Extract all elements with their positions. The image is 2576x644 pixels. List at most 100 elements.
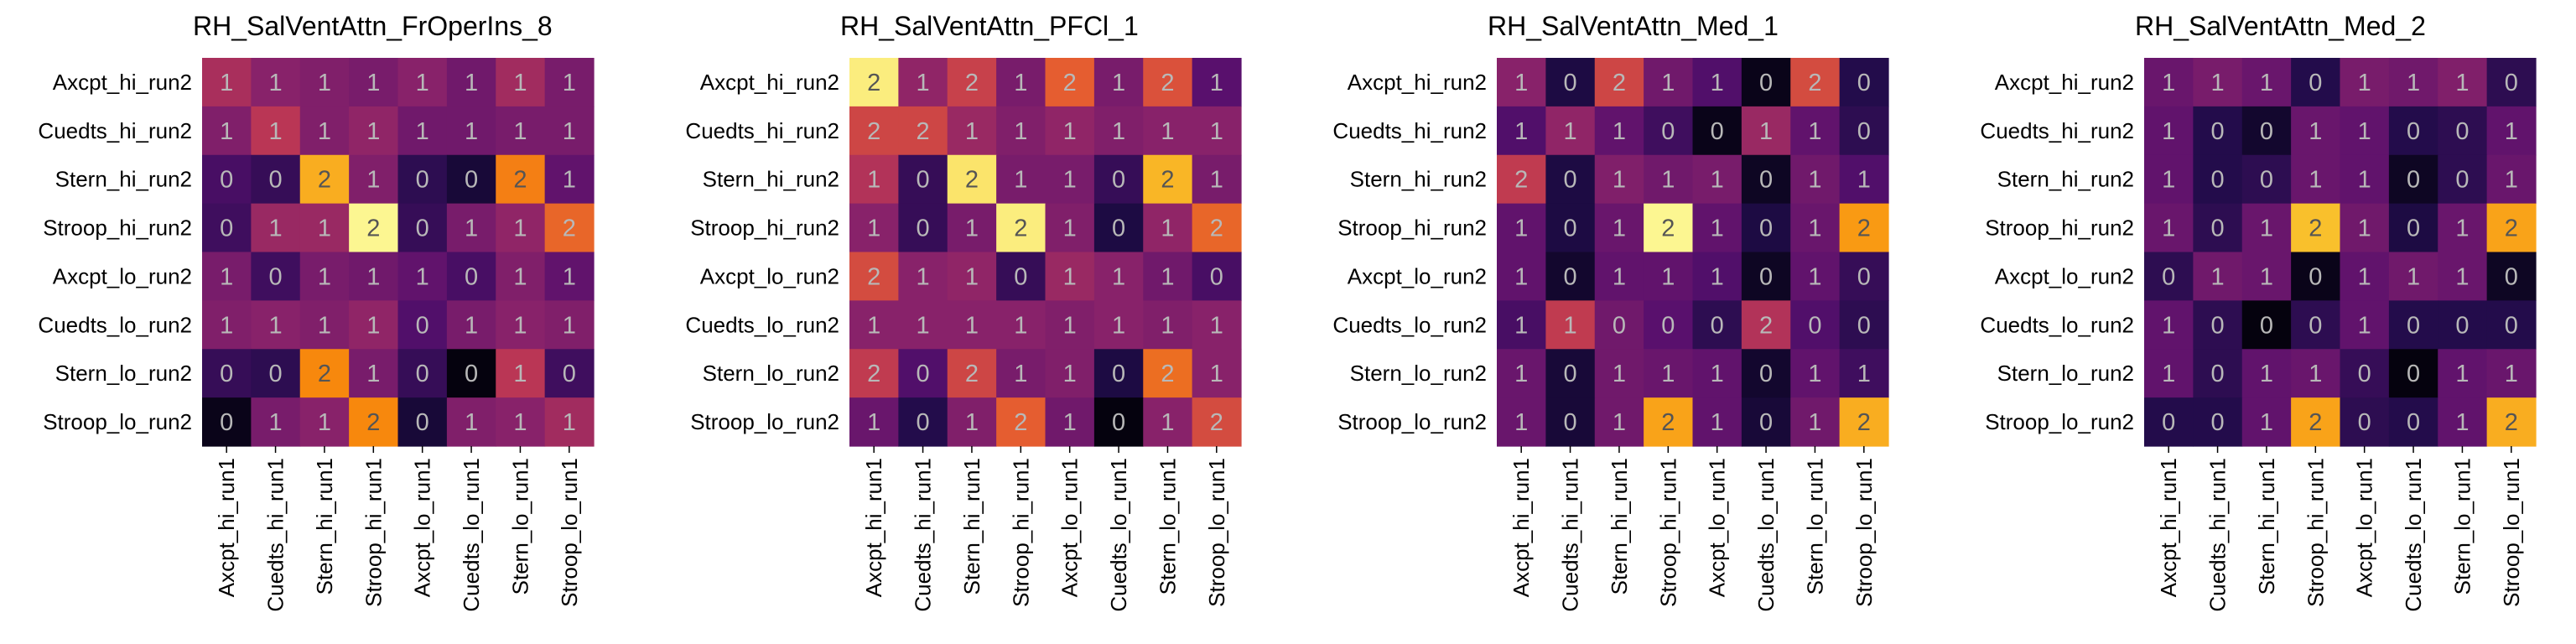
heatmap-cell [898, 106, 948, 156]
heatmap-cell [898, 300, 948, 350]
cell-value-label: 1 [1063, 312, 1077, 339]
heatmap-cell [1093, 300, 1144, 350]
y-tick-label: Axcpt_hi_run2 [53, 70, 192, 95]
heatmap-cell [544, 252, 595, 301]
cell-value-label: 1 [1661, 361, 1675, 387]
cell-value-label: 1 [2210, 70, 2224, 96]
heatmap-cell [202, 397, 252, 447]
cell-value-label: 1 [2455, 70, 2469, 96]
cell-value-label: 0 [1661, 118, 1675, 145]
cell-value-label: 1 [318, 409, 331, 436]
cell-value-label: 1 [465, 409, 478, 436]
x-tick-label: Axcpt_lo_run1 [410, 458, 435, 597]
heatmap-cell [1192, 106, 1242, 156]
cell-value-label: 2 [867, 118, 880, 145]
x-tick-label: Axcpt_hi_run1 [2156, 458, 2181, 597]
cell-value-label: 1 [1161, 409, 1174, 436]
cell-value-label: 1 [268, 409, 282, 436]
heatmap-cell [397, 252, 448, 301]
cell-value-label: 1 [563, 263, 576, 290]
cell-value-label: 2 [1210, 216, 1223, 242]
cell-value-label: 0 [268, 167, 282, 194]
x-tick-label: Stroop_hi_run1 [361, 458, 386, 607]
heatmap-cell [947, 252, 997, 301]
cell-value-label: 0 [2210, 216, 2224, 242]
y-tick-label: Stroop_hi_run2 [1337, 216, 1487, 241]
cell-value-label: 1 [465, 118, 478, 145]
cell-value-label: 2 [867, 263, 880, 290]
heatmap-cell [349, 106, 399, 156]
cell-value-label: 0 [1759, 216, 1773, 242]
cell-value-label: 1 [2358, 263, 2371, 290]
heatmap-cell [2486, 397, 2537, 447]
cell-value-label: 1 [2260, 361, 2273, 387]
y-tick-label: Stern_hi_run2 [55, 167, 192, 192]
heatmap-cell [1644, 106, 1694, 156]
heatmap-cell [299, 106, 350, 156]
heatmap-cell [2486, 300, 2537, 350]
heatmap-cell [1594, 154, 1644, 205]
heatmap-cell [299, 397, 350, 447]
heatmap-cell [1045, 349, 1095, 398]
x-tick-label: Cuedts_lo_run1 [1753, 458, 1779, 612]
heatmap-cell [2193, 58, 2243, 107]
heatmap-cell [1497, 349, 1546, 398]
heatmap-cell [1692, 349, 1742, 398]
cell-value-label: 1 [1808, 263, 1821, 290]
cell-value-label: 0 [1661, 312, 1675, 339]
cell-value-label: 2 [1210, 409, 1223, 436]
x-tick-label: Axcpt_lo_run1 [1705, 458, 1730, 597]
heatmap-cell [2340, 300, 2390, 350]
cell-value-label: 1 [1063, 118, 1077, 145]
cell-value-label: 1 [916, 70, 929, 96]
heatmap-cell [251, 300, 301, 350]
heatmap-cell [1644, 252, 1694, 301]
cell-value-label: 1 [1661, 263, 1675, 290]
x-tick-label: Stern_hi_run1 [2254, 458, 2279, 595]
cell-value-label: 1 [965, 409, 979, 436]
cell-value-label: 2 [1161, 361, 1174, 387]
heatmap-cell [2193, 300, 2243, 350]
cell-value-label: 1 [220, 263, 233, 290]
heatmap-cell [1741, 106, 1791, 156]
cell-value-label: 0 [2358, 409, 2371, 436]
cell-value-label: 0 [2162, 409, 2175, 436]
cell-value-label: 1 [2309, 361, 2322, 387]
x-tick-label: Stern_hi_run1 [959, 458, 984, 595]
cell-value-label: 1 [1808, 216, 1821, 242]
cell-value-label: 1 [513, 312, 527, 339]
heatmap-cell [299, 58, 350, 107]
y-tick-label: Cuedts_lo_run2 [1332, 312, 1487, 337]
heatmap-panel-1: RH_SalVentAttn_FrOperIns_8 1 1 1 1 1 1 1 1 1 1 1 1 1 1… [38, 11, 595, 612]
cell-value-label: 1 [1711, 70, 1724, 96]
cell-value-label: 2 [366, 216, 380, 242]
heatmap-cell [2486, 203, 2537, 253]
panel-title: RH_SalVentAttn_FrOperIns_8 [193, 11, 553, 41]
y-tick-label: Stern_hi_run2 [1350, 167, 1487, 192]
heatmap-cell [251, 397, 301, 447]
heatmap-cell [1594, 252, 1644, 301]
cell-value-label: 0 [1759, 361, 1773, 387]
cell-value-label: 2 [513, 167, 527, 194]
heatmap-cell [1644, 397, 1694, 447]
heatmap-cell [996, 397, 1046, 447]
heatmap-cell [2438, 349, 2488, 398]
x-tick-label: Stroop_hi_run1 [2303, 458, 2328, 607]
y-tick-label: Stroop_lo_run2 [43, 409, 192, 434]
heatmap-cell [299, 203, 350, 253]
cell-value-label: 1 [513, 70, 527, 96]
heatmap-cell [2144, 397, 2194, 447]
cell-value-label: 0 [1857, 263, 1871, 290]
heatmap-cell [397, 203, 448, 253]
cell-value-label: 1 [916, 263, 929, 290]
cell-value-label: 1 [1808, 361, 1821, 387]
cell-value-label: 1 [513, 361, 527, 387]
cell-value-label: 1 [465, 70, 478, 96]
heatmap-cell [202, 203, 252, 253]
heatmap-cell [202, 154, 252, 205]
x-tick-label: Cuedts_lo_run1 [2401, 458, 2426, 612]
cell-value-label: 0 [1563, 167, 1576, 194]
cell-value-label: 1 [366, 361, 380, 387]
cell-value-label: 0 [563, 361, 576, 387]
cell-value-label: 0 [416, 167, 429, 194]
